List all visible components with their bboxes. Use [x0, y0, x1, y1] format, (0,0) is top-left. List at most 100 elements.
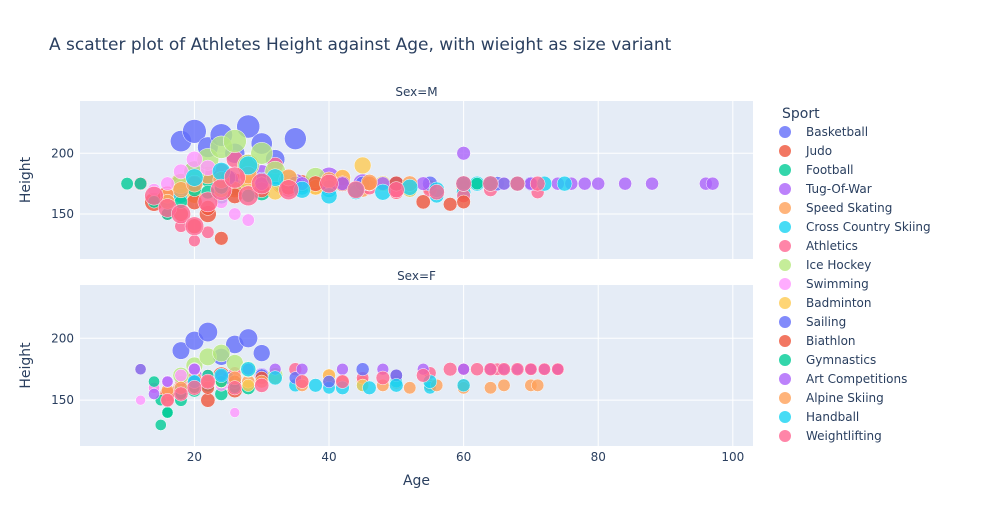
data-point[interactable]: [229, 407, 241, 418]
data-point[interactable]: [188, 234, 201, 247]
data-point[interactable]: [174, 368, 188, 382]
data-point[interactable]: [497, 362, 511, 377]
data-point[interactable]: [443, 197, 458, 212]
data-point[interactable]: [154, 419, 167, 431]
data-point[interactable]: [416, 368, 431, 383]
legend-item[interactable]: Alpine Skiing: [779, 391, 884, 405]
data-point[interactable]: [171, 341, 190, 360]
data-point[interactable]: [182, 119, 207, 144]
data-point[interactable]: [556, 175, 573, 192]
data-point[interactable]: [353, 156, 372, 175]
data-point[interactable]: [483, 362, 498, 377]
data-point[interactable]: [510, 362, 525, 377]
data-point[interactable]: [375, 370, 390, 386]
legend-item[interactable]: Badminton: [779, 296, 871, 310]
data-point[interactable]: [497, 378, 511, 392]
data-point[interactable]: [529, 175, 546, 192]
legend-item[interactable]: Gymnastics: [779, 353, 876, 367]
data-point[interactable]: [173, 386, 189, 402]
data-point[interactable]: [428, 184, 445, 201]
data-point[interactable]: [577, 176, 592, 191]
legend-item[interactable]: Weightlifting: [779, 429, 882, 443]
legend-item[interactable]: Football: [779, 163, 854, 177]
data-point[interactable]: [456, 194, 471, 210]
data-point[interactable]: [212, 344, 231, 363]
data-point[interactable]: [278, 179, 299, 200]
data-point[interactable]: [455, 175, 472, 192]
data-point[interactable]: [456, 378, 471, 393]
legend-item[interactable]: Handball: [779, 410, 859, 424]
legend-item[interactable]: Biathlon: [779, 334, 856, 348]
data-point[interactable]: [238, 155, 258, 176]
data-point[interactable]: [443, 362, 458, 377]
data-point[interactable]: [251, 173, 273, 195]
data-point[interactable]: [705, 176, 720, 191]
data-point[interactable]: [238, 328, 258, 348]
data-point[interactable]: [294, 374, 310, 389]
data-point[interactable]: [482, 175, 499, 192]
data-point[interactable]: [135, 394, 146, 406]
data-point[interactable]: [362, 380, 377, 395]
data-point[interactable]: [415, 194, 431, 210]
data-point[interactable]: [537, 362, 551, 376]
data-point[interactable]: [322, 375, 336, 389]
data-point[interactable]: [223, 166, 246, 189]
data-point[interactable]: [227, 380, 243, 396]
data-point[interactable]: [387, 181, 405, 199]
data-point[interactable]: [134, 177, 148, 191]
legend-item[interactable]: Art Competitions: [779, 372, 907, 386]
data-point[interactable]: [361, 174, 378, 191]
data-point[interactable]: [148, 375, 160, 388]
legend-item[interactable]: Athletics: [779, 239, 858, 253]
data-point[interactable]: [200, 392, 216, 408]
data-point[interactable]: [148, 388, 160, 400]
data-point[interactable]: [214, 231, 229, 246]
data-point[interactable]: [267, 370, 283, 386]
data-point[interactable]: [497, 176, 511, 191]
data-point[interactable]: [336, 363, 349, 376]
data-point[interactable]: [591, 176, 606, 191]
data-point[interactable]: [416, 176, 431, 191]
data-point[interactable]: [389, 378, 404, 393]
legend-item[interactable]: Cross Country Skiing: [779, 220, 931, 234]
data-point[interactable]: [241, 213, 255, 227]
legend-item[interactable]: Tug-Of-War: [779, 182, 872, 196]
data-point[interactable]: [551, 362, 565, 376]
data-point[interactable]: [228, 207, 242, 221]
data-point[interactable]: [403, 381, 417, 395]
data-point[interactable]: [319, 174, 339, 194]
legend-item[interactable]: Swimming: [779, 277, 869, 291]
data-point[interactable]: [284, 127, 307, 150]
data-point[interactable]: [144, 186, 164, 206]
data-point[interactable]: [531, 378, 545, 392]
legend-item[interactable]: Basketball: [779, 125, 868, 139]
data-point[interactable]: [200, 373, 216, 390]
data-point[interactable]: [161, 406, 174, 419]
legend-item[interactable]: Sailing: [779, 315, 846, 329]
legend-item[interactable]: Judo: [779, 144, 832, 158]
data-point[interactable]: [161, 375, 174, 388]
data-point[interactable]: [295, 363, 309, 376]
data-point[interactable]: [120, 177, 134, 191]
data-point[interactable]: [308, 378, 323, 393]
data-point[interactable]: [524, 362, 538, 376]
data-point[interactable]: [188, 363, 201, 376]
data-point[interactable]: [470, 177, 484, 191]
data-point[interactable]: [186, 380, 203, 396]
data-point[interactable]: [250, 142, 273, 165]
data-point[interactable]: [197, 322, 218, 342]
data-point[interactable]: [240, 361, 256, 377]
data-point[interactable]: [186, 150, 203, 168]
data-point[interactable]: [253, 344, 271, 362]
data-point[interactable]: [645, 176, 659, 191]
data-point[interactable]: [241, 378, 255, 392]
data-point[interactable]: [185, 168, 204, 187]
data-point[interactable]: [160, 176, 175, 191]
data-point[interactable]: [346, 180, 365, 199]
data-point[interactable]: [213, 367, 229, 383]
data-point[interactable]: [355, 362, 370, 377]
data-point[interactable]: [222, 129, 247, 153]
data-point[interactable]: [457, 363, 470, 376]
data-point[interactable]: [171, 204, 191, 224]
data-point[interactable]: [160, 393, 175, 408]
